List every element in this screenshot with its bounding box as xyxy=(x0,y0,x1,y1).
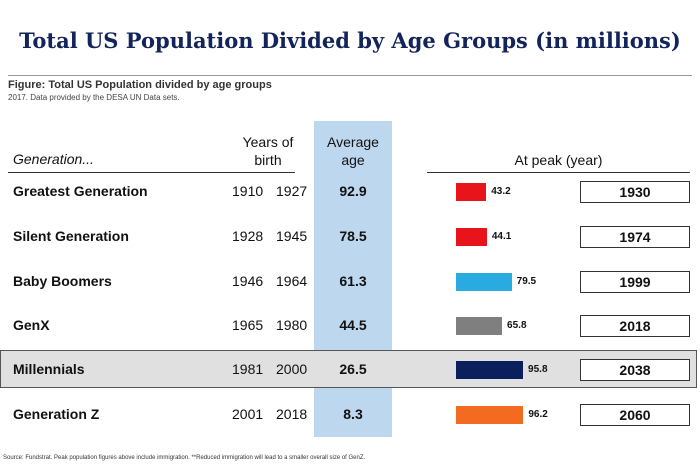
birth-end-year: 1945 xyxy=(276,228,308,244)
generation-label: Generation Z xyxy=(13,406,100,422)
generation-label: Silent Generation xyxy=(13,228,129,244)
birth-start-year: 1965 xyxy=(232,317,264,333)
average-age-value: 44.5 xyxy=(339,317,367,333)
header-years-line2: birth xyxy=(254,152,282,168)
figure-subtitle: 2017. Data provided by the DESA UN Data … xyxy=(8,93,180,102)
peak-population-bar xyxy=(456,406,524,424)
peak-population-value: 65.8 xyxy=(507,320,527,331)
header-peak: At peak (year) xyxy=(514,152,603,168)
divider xyxy=(8,75,692,76)
generation-label: Millennials xyxy=(13,361,85,377)
average-age-value: 92.9 xyxy=(339,183,367,199)
generation-label: GenX xyxy=(13,317,50,333)
peak-population-bar xyxy=(456,361,524,379)
header-years-line1: Years of xyxy=(242,134,294,150)
birth-end-year: 1927 xyxy=(276,183,308,199)
header-avg-line1: Average xyxy=(327,134,379,150)
birth-end-year: 1980 xyxy=(276,317,308,333)
birth-end-year: 1964 xyxy=(276,273,308,289)
source-note: Source: Fundstrat. Peak population figur… xyxy=(3,455,366,461)
header-underline-left xyxy=(8,172,295,173)
birth-start-year: 1928 xyxy=(232,228,264,244)
peak-year-box: 1930 xyxy=(580,181,690,203)
header-avg-line2: age xyxy=(341,152,365,168)
birth-start-year: 1946 xyxy=(232,273,264,289)
peak-population-bar xyxy=(456,228,487,246)
average-age-value: 78.5 xyxy=(339,228,367,244)
peak-population-value: 95.8 xyxy=(528,364,548,375)
birth-start-year: 1910 xyxy=(232,183,264,199)
page-title: Total US Population Divided by Age Group… xyxy=(19,28,681,53)
birth-start-year: 1981 xyxy=(232,361,264,377)
header-generation: Generation... xyxy=(13,151,94,167)
peak-population-bar xyxy=(456,317,503,335)
generation-label: Greatest Generation xyxy=(13,183,148,199)
peak-population-bar xyxy=(456,273,512,291)
peak-year-box: 2018 xyxy=(580,315,690,337)
header-underline-right xyxy=(427,172,690,173)
peak-year-box: 1974 xyxy=(580,226,690,248)
average-age-value: 26.5 xyxy=(339,361,367,377)
peak-year-box: 2060 xyxy=(580,404,690,426)
peak-year-box: 2038 xyxy=(580,359,690,381)
peak-population-bar xyxy=(456,183,487,201)
header-average-age: Average age xyxy=(314,133,392,169)
peak-population-value: 96.2 xyxy=(528,409,548,420)
figure-title: Figure: Total US Population divided by a… xyxy=(8,79,272,91)
average-age-value: 8.3 xyxy=(343,406,363,422)
peak-population-value: 43.2 xyxy=(491,186,511,197)
peak-year-box: 1999 xyxy=(580,271,690,293)
birth-end-year: 2018 xyxy=(276,406,308,422)
peak-population-value: 79.5 xyxy=(516,276,537,287)
generation-label: Baby Boomers xyxy=(13,273,112,289)
average-age-value: 61.3 xyxy=(339,273,367,289)
birth-end-year: 2000 xyxy=(276,361,308,377)
header-years: Years of birth xyxy=(228,133,308,169)
peak-population-value: 44.1 xyxy=(491,231,512,242)
birth-start-year: 2001 xyxy=(232,406,264,422)
